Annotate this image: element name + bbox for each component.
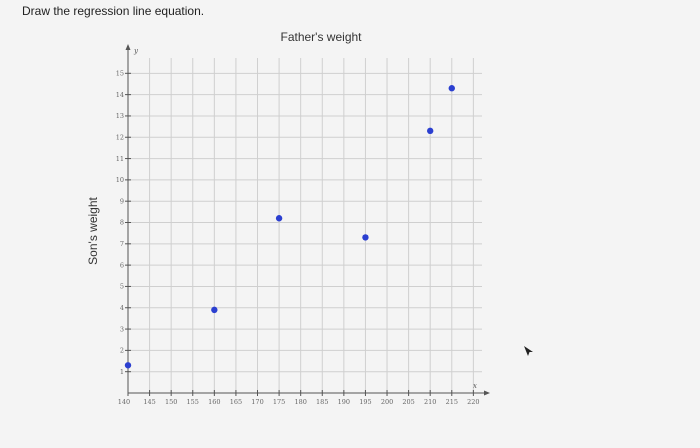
axis-ticks: 140 145 150 155 160 165 170 175 180 185 190 195 200 2… <box>116 70 480 406</box>
chart-grid <box>128 58 482 393</box>
chart-axes <box>125 44 490 396</box>
y-tick-label: 10 <box>116 176 124 184</box>
y-tick-label: 14 <box>116 91 124 99</box>
y-tick-label: 13 <box>116 112 124 120</box>
data-point[interactable] <box>275 215 283 222</box>
x-tick-label: 175 <box>273 398 285 406</box>
y-tick-label: 6 <box>120 261 124 269</box>
x-tick-label: 210 <box>424 398 436 406</box>
x-tick-label: 165 <box>230 398 242 406</box>
x-tick-label: 185 <box>316 398 328 406</box>
x-tick-label: 220 <box>467 398 479 406</box>
y-axis-letter: y <box>133 47 139 55</box>
x-tick-label: 140 <box>118 398 130 406</box>
x-tick-label: 205 <box>402 398 414 406</box>
y-axis-label: Son's weight <box>86 197 100 265</box>
x-axis-letter: x <box>473 382 477 390</box>
data-point[interactable] <box>448 85 455 92</box>
x-tick-label: 200 <box>381 398 393 406</box>
y-axis-arrow-icon <box>125 44 131 50</box>
y-tick-label: 11 <box>116 155 124 163</box>
y-tick-label: 12 <box>116 133 124 141</box>
chart-title: Father's weight <box>281 30 363 44</box>
question-prompt: Draw the regression line equation. <box>22 4 205 18</box>
y-tick-label: 15 <box>116 70 124 78</box>
y-tick-label: 9 <box>120 197 124 205</box>
x-tick-label: 145 <box>143 398 155 406</box>
x-tick-label: 155 <box>187 398 199 406</box>
x-tick-label: 215 <box>446 398 458 406</box>
y-tick-label: 3 <box>120 325 124 333</box>
y-tick-label: 5 <box>120 283 124 291</box>
x-tick-label: 150 <box>165 398 177 406</box>
data-point[interactable] <box>426 127 434 135</box>
data-point[interactable] <box>124 362 132 369</box>
data-point[interactable] <box>211 306 218 314</box>
x-tick-label: 190 <box>338 398 350 406</box>
x-tick-label: 180 <box>294 398 306 406</box>
x-tick-label: 195 <box>359 398 371 406</box>
y-tick-label: 1 <box>120 368 124 376</box>
x-tick-label: 160 <box>208 398 220 406</box>
y-tick-label: 7 <box>120 240 124 248</box>
x-axis-arrow-icon <box>484 390 490 396</box>
data-points <box>124 85 455 369</box>
y-tick-label: 4 <box>120 304 124 312</box>
data-point[interactable] <box>362 234 369 241</box>
y-tick-label: 2 <box>120 347 124 355</box>
mouse-pointer-icon <box>524 346 533 356</box>
y-tick-label: 8 <box>120 219 124 227</box>
x-tick-label: 170 <box>251 398 263 406</box>
